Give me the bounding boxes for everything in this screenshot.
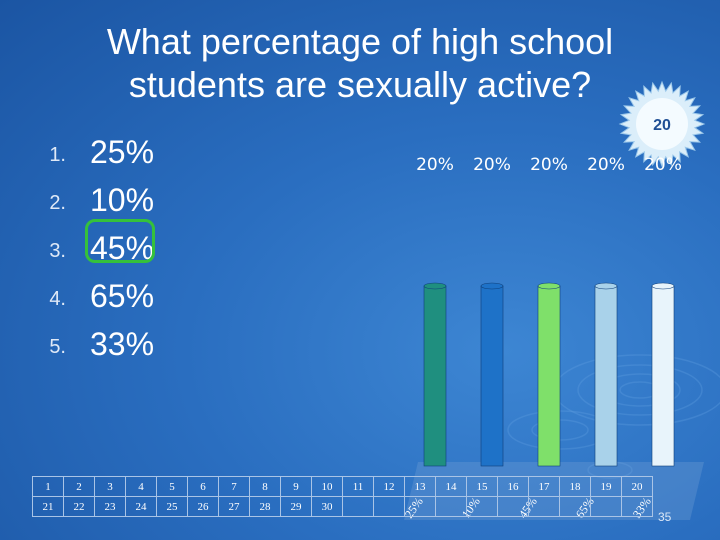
chart-bar-group [594,282,618,467]
chart-data-label: 20% [587,155,625,175]
option-number: 1. [49,144,66,166]
response-grid-cell: 24 [125,496,157,517]
correct-answer-highlight [85,219,155,263]
slide-title: What percentage of high school students … [106,21,614,105]
response-grid-cell: 28 [249,496,281,517]
chart-bar-top [480,282,504,290]
option-number: 3. [49,240,66,262]
chart-bar-group [480,282,504,467]
response-grid-cell: 8 [249,476,281,497]
response-grid-cell: 15 [466,476,498,497]
chart-bar-top [594,282,618,290]
countdown-timer: 20 [618,80,706,168]
chart-data-label: 20% [530,155,568,175]
response-grid-cell: 6 [187,476,219,497]
response-grid-cell: 22 [63,496,95,517]
response-grid-cell: 1 [32,476,64,497]
chart-bar [651,285,675,467]
option-label: 25% [90,134,155,170]
response-grid-cell [621,496,653,517]
response-grid-cell [373,496,405,517]
chart-bar [423,285,447,467]
response-grid-cell [559,496,591,517]
response-grid-cell: 12 [373,476,405,497]
response-grid-cell [404,496,436,517]
chart-data-label: 20% [644,155,682,175]
response-grid-cell: 13 [404,476,436,497]
response-grid-cell: 7 [218,476,250,497]
response-grid-cell: 2 [63,476,95,497]
timer-value: 20 [653,117,671,134]
response-grid-cell: 11 [342,476,374,497]
response-grid-cell: 10 [311,476,343,497]
option-label: 65% [90,278,155,314]
chart-bar [480,285,504,467]
response-grid-cell [466,496,498,517]
chart-data-label: 20% [473,155,511,175]
response-grid-cell: 20 [621,476,653,497]
chart-bar [594,285,618,467]
chart-bar-top [537,282,561,290]
response-grid-cell: 21 [32,496,64,517]
response-grid-cell: 16 [497,476,529,497]
response-grid-cell: 5 [156,476,188,497]
response-grid-cell: 27 [218,496,250,517]
response-grid-row: 1 2 3 4 5 6 7 8 9 10 11 12 13 14 15 16 17 18 19 20 [32,476,653,497]
chart-bar-group [651,282,675,467]
option-label: 10% [90,182,155,218]
response-grid-cell [590,496,622,517]
chart-data-label: 20% [416,155,454,175]
chart-bar [537,285,561,467]
option-number: 2. [49,192,66,214]
response-grid-cell: 25 [156,496,188,517]
response-grid-cell: 3 [94,476,126,497]
response-grid-cell [528,496,560,517]
response-grid-cell: 9 [280,476,312,497]
response-grid-cell: 29 [280,496,312,517]
option-number: 4. [49,288,66,310]
timer-core [636,98,688,150]
option-number: 5. [49,336,66,358]
response-grid-cell: 26 [187,496,219,517]
response-grid-cell: 17 [528,476,560,497]
response-grid-row: 21 22 23 24 25 26 27 28 29 30 [32,496,653,517]
chart-bar-group [537,282,561,467]
response-grid-cell: 4 [125,476,157,497]
chart-bar-top [423,282,447,290]
slide-number: 35 [658,510,672,524]
response-grid-cell: 18 [559,476,591,497]
response-grid-cell: 19 [590,476,622,497]
chart-bar-top [651,282,675,290]
chart-bar-group [423,282,447,467]
response-grid-cell: 23 [94,496,126,517]
response-grid-cell [497,496,529,517]
response-grid-cell [342,496,374,517]
option-label: 33% [90,326,155,362]
response-grid: 1 2 3 4 5 6 7 8 9 10 11 12 13 14 15 16 17 18 19 20 21 22 23 24… [32,476,653,517]
response-grid-cell: 14 [435,476,467,497]
response-grid-cell: 30 [311,496,343,517]
response-grid-cell [435,496,467,517]
